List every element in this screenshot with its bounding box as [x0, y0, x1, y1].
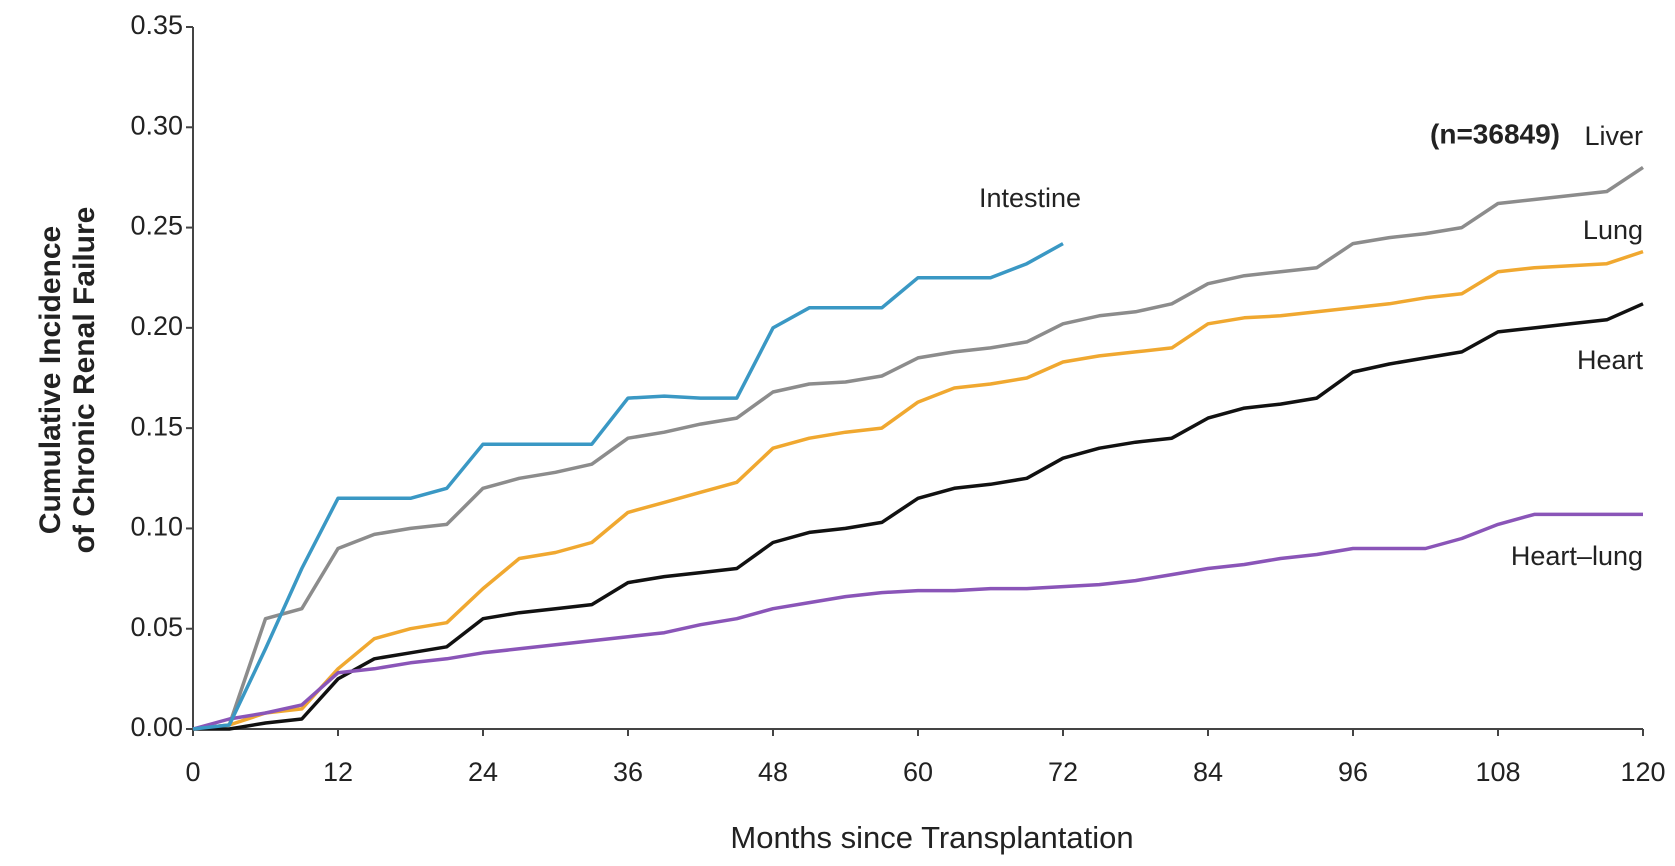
y-axis-label-line: of Chronic Renal Failure — [68, 207, 101, 554]
x-tick-label: 24 — [468, 757, 498, 787]
series-label: Lung — [1583, 215, 1643, 245]
annotation: (n=36849) — [1430, 118, 1560, 149]
series-line — [192, 512, 1643, 731]
x-tick-label: 108 — [1475, 757, 1520, 787]
x-axis-label: Months since Transplantation — [730, 820, 1133, 855]
y-tick-label: 0.30 — [130, 110, 183, 140]
x-tick-label: 12 — [323, 757, 353, 787]
y-tick-label: 0.35 — [130, 10, 183, 40]
x-tick-label: 0 — [185, 757, 200, 787]
y-axis-label-line: Cumulative Incidence — [34, 226, 67, 534]
series-line — [192, 165, 1644, 731]
series-line — [193, 302, 1644, 731]
y-tick-label: 0.20 — [130, 311, 183, 341]
y-tick-label: 0.10 — [130, 512, 183, 542]
series-label: Intestine — [979, 183, 1081, 213]
series-label: Heart — [1577, 345, 1644, 375]
x-tick-label: 96 — [1338, 757, 1368, 787]
y-tick-label: 0.00 — [130, 712, 183, 742]
x-tick-label: 84 — [1193, 757, 1223, 787]
y-tick-label: 0.05 — [130, 612, 183, 642]
series-label: Heart–lung — [1511, 541, 1643, 571]
y-tick-label: 0.25 — [130, 211, 183, 241]
y-tick-label: 0.15 — [130, 411, 183, 441]
series-label: Liver — [1584, 121, 1643, 151]
series-line — [192, 249, 1644, 731]
x-tick-label: 36 — [613, 757, 643, 787]
x-tick-label: 60 — [903, 757, 933, 787]
x-tick-label: 48 — [758, 757, 788, 787]
x-tick-label: 72 — [1048, 757, 1078, 787]
y-axis-label: Cumulative Incidence of Chronic Renal Fa… — [34, 207, 101, 554]
x-tick-label: 120 — [1620, 757, 1665, 787]
series-line — [192, 242, 1064, 731]
